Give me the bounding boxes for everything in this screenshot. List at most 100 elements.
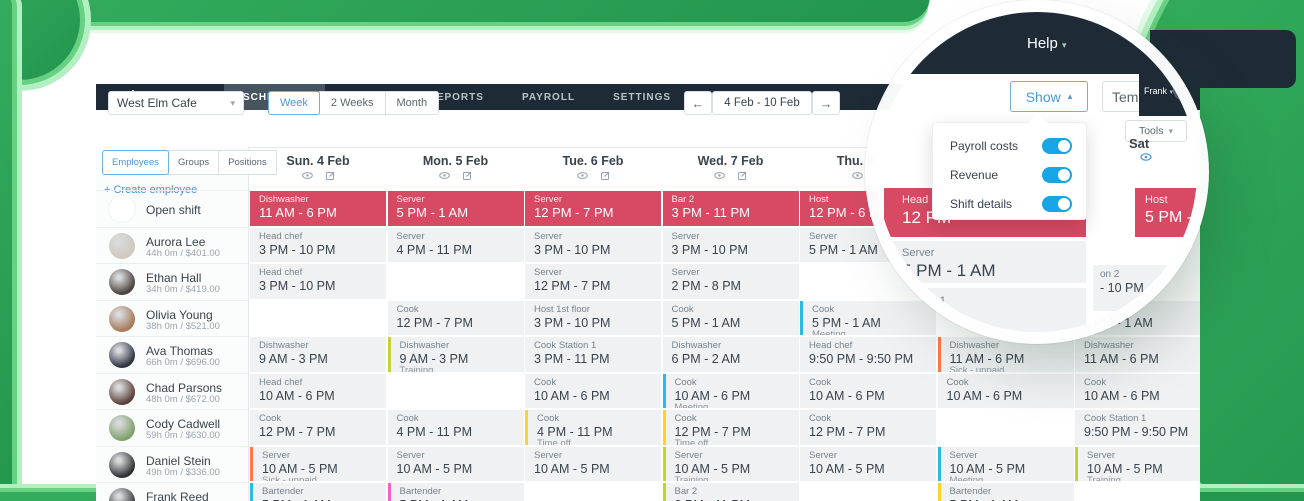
user-avatar[interactable] [1173,78,1196,101]
shift-cell[interactable]: Cook Station 1 9:50 PM - 9:50 PM [1075,410,1200,445]
shift-cell[interactable]: Server 5 PM - 1 AM [387,191,524,226]
shift-cell[interactable]: Server 2 PM - 8 PM [662,264,799,299]
sidebar-tab-employees[interactable]: Employees [102,150,169,175]
shift-cell[interactable]: Cook 4 PM - 11 PM [387,410,524,445]
templates-button[interactable]: Temp [1102,81,1144,112]
shift-cell[interactable]: Cook 10 AM - 6 PM [937,373,1074,408]
open-shift-row[interactable]: Open shift [96,190,248,227]
user-menu[interactable]: Frank ▾ [1144,86,1173,96]
view-tab-month[interactable]: Month [384,91,440,115]
show-menu-label: Shift details [950,197,1013,211]
shift-cell[interactable]: Server 10 AM - 5 PM Training [662,446,799,481]
shift-cell[interactable]: Server 12 PM - 7 PM [525,264,661,299]
shift-cell[interactable]: Cook 12 PM - 7 PM [800,410,936,445]
next-week-button[interactable]: → [812,91,840,115]
shift-cell[interactable]: Host 1st floor 3 PM - 10 PM [525,300,661,335]
shift-cell[interactable]: Dishwasher 11 AM - 6 PM [1075,337,1200,372]
shift-cell[interactable]: Cook 12 PM - 7 PM [387,300,524,335]
edit-icon[interactable] [325,171,335,180]
edit-icon[interactable] [600,171,610,180]
shift-cell[interactable]: Server 3 PM - 10 PM [525,227,661,262]
shift-cell-partial[interactable]: n 1 [884,288,1086,332]
shift-status-bar-cyan [937,446,941,481]
shift-cell[interactable]: Server 10 AM - 5 PM [525,446,661,481]
shift-cell[interactable]: Server 3 PM - 10 PM [662,227,799,262]
show-menu-item-revenue[interactable]: Revenue [933,160,1086,189]
shift-cell[interactable]: Cook 10 AM - 6 PM [800,373,936,408]
shift-status-bar-yellow [525,410,528,445]
edit-icon[interactable] [463,171,472,180]
sidebar-employee-row[interactable]: Aurora Lee 44h 0m / $401.00 [96,226,248,264]
shift-cell[interactable]: Dishwasher 11 AM - 6 PM Sick - unpaid [937,337,1074,372]
help-menu[interactable]: Help ▾ [1027,35,1067,52]
shift-cell[interactable]: Cook 12 PM - 7 PM Time off [662,410,799,445]
shift-cell[interactable]: Head chef 10 AM - 6 PM [250,373,386,408]
shift-cell[interactable]: Server 10 AM - 5 PM [800,446,936,481]
shift-cell[interactable]: Bar 23 PM - 11 PM [662,483,799,501]
shift-cell[interactable]: Dishwasher 9 AM - 3 PM Training [387,337,524,372]
sidebar-tab-positions[interactable]: Positions [218,150,277,175]
shift-cell-open-sat[interactable]: Host 5 PM - 1 A [1135,188,1197,237]
shift-cell[interactable]: Head chef 3 PM - 10 PM [250,264,386,299]
shift-cell[interactable]: Server 4 PM - 11 PM [387,227,524,262]
nav-item-reports[interactable]: REPORTS [428,91,484,103]
sidebar-employee-row[interactable]: Ava Thomas 66h 0m / $696.00 [96,336,248,373]
eye-icon[interactable] [714,172,725,179]
sidebar-employee-row[interactable]: Daniel Stein 49h 0m / $336.00 [96,445,248,483]
shift-cell[interactable]: Server 12 PM - 7 PM [525,191,661,226]
shift-cell[interactable]: Server 10 AM - 5 PM Meeting [937,446,1074,481]
shift-cell[interactable]: Cook 4 PM - 11 PM Time off [525,410,661,445]
sidebar-tab-groups[interactable]: Groups [168,150,220,175]
show-menu-item-payroll-costs[interactable]: Payroll costs [933,131,1086,160]
shift-cell-aurora-fri[interactable]: Server 5 PM - 1 AM [884,241,1086,283]
sidebar-employee-row[interactable]: Cody Cadwell 59h 0m / $630.00 [96,409,248,446]
shift-time: 5 PM - 1 AM [262,498,386,501]
toggle-switch[interactable] [1042,167,1072,183]
date-range-label[interactable]: 4 Feb - 10 Feb [712,91,812,115]
shift-cell[interactable]: Dishwasher 11 AM - 6 PM [250,191,386,226]
show-button[interactable]: Show ▴ [1010,81,1088,112]
shift-cell[interactable]: Head chef 9:50 PM - 9:50 PM [800,337,936,372]
shift-cell[interactable]: Server 10 AM - 5 PM Sick - unpaid [250,446,386,481]
eye-icon[interactable] [1140,153,1152,161]
nav-item-payroll[interactable]: PAYROLL [521,91,576,103]
shift-cell[interactable]: Head chef 3 PM - 10 PM [250,227,386,262]
location-select[interactable]: West Elm Cafe ▾ [108,91,244,115]
eye-icon[interactable] [301,172,313,179]
shift-role: Dishwasher [949,340,1000,351]
shift-cell-ethan-sat[interactable]: on 2 - 10 PM [1093,265,1197,311]
show-menu-item-shift-details[interactable]: Shift details [933,189,1086,218]
shift-cell[interactable]: Cook 10 AM - 6 PM Meeting [662,373,799,408]
view-tab-2-weeks[interactable]: 2 Weeks [318,91,386,115]
shift-cell[interactable]: Dishwasher 6 PM - 2 AM [662,337,799,372]
shift-cell[interactable]: Cook 12 PM - 7 PM [250,410,386,445]
edit-icon[interactable] [738,171,747,180]
sidebar-employee-row[interactable]: Chad Parsons 48h 0m / $672.00 [96,372,248,410]
shift-cell[interactable]: Cook 10 AM - 6 PM [525,373,661,408]
sidebar-employee-row[interactable]: Olivia Young 38h 0m / $521.00 [96,299,248,337]
shift-time: 11 AM - 6 PM [1084,352,1159,366]
eye-icon[interactable] [439,172,450,179]
shift-cell[interactable]: Bartender5 PM - 1 AM [387,483,524,501]
toggle-switch[interactable] [1042,196,1072,212]
eye-icon[interactable] [576,172,588,179]
view-tab-week[interactable]: Week [268,91,320,115]
toggle-switch[interactable] [1042,138,1072,154]
tools-button[interactable]: Tools ▾ [1125,120,1187,142]
shift-cell[interactable]: Bartender5 PM - 1 AM [250,483,386,501]
shift-status-bar-cyan [800,300,803,335]
eye-icon[interactable] [851,172,863,179]
shift-cell[interactable]: Server 10 AM - 5 PM [387,446,524,481]
sidebar-employee-row[interactable]: Ethan Hall 34h 0m / $419.00 [96,263,248,300]
shift-cell[interactable]: Dishwasher 9 AM - 3 PM [250,337,386,372]
shift-time: 2 PM - 8 PM [671,279,741,293]
nav-item-settings[interactable]: SETTINGS [613,91,672,103]
shift-cell[interactable]: Cook 10 AM - 6 PM [1075,373,1200,408]
shift-cell[interactable]: Server 10 AM - 5 PM Training [1075,446,1200,481]
prev-week-button[interactable]: ← [684,91,712,115]
sidebar-employee-row[interactable]: Frank Reed [96,482,248,501]
shift-cell[interactable]: Bartender5 PM - 1 AM [937,483,1074,501]
